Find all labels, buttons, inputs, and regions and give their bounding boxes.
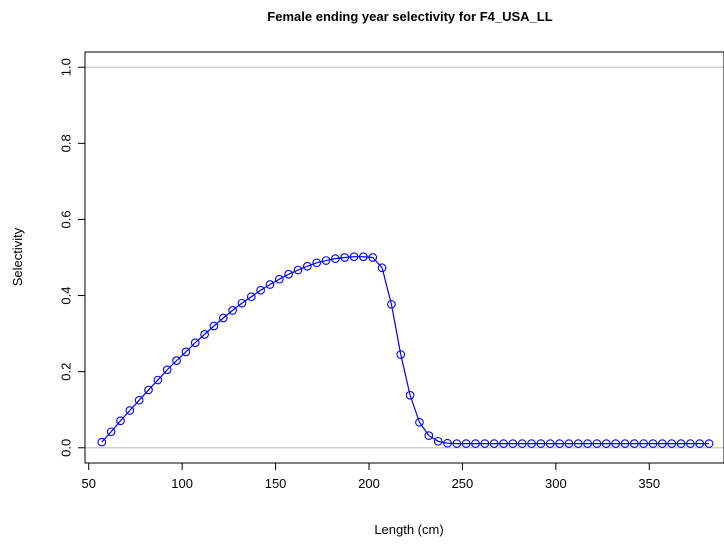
x-tick-label: 300 bbox=[545, 476, 567, 491]
data-point bbox=[359, 252, 368, 262]
data-point bbox=[695, 439, 705, 448]
data-point bbox=[499, 439, 508, 448]
data-point bbox=[648, 439, 658, 448]
y-tick-label: 1.0 bbox=[59, 58, 74, 76]
data-point bbox=[172, 356, 181, 365]
data-point bbox=[676, 439, 686, 448]
data-point bbox=[116, 416, 125, 426]
data-point bbox=[256, 285, 265, 295]
data-point bbox=[639, 439, 649, 448]
data-point bbox=[190, 338, 200, 348]
data-point bbox=[387, 299, 396, 309]
data-point bbox=[134, 395, 144, 405]
data-point bbox=[284, 269, 294, 279]
data-point bbox=[153, 375, 163, 385]
data-point bbox=[620, 439, 630, 448]
data-point bbox=[396, 350, 406, 359]
data-point bbox=[237, 298, 247, 308]
data-point bbox=[97, 437, 107, 447]
data-point bbox=[302, 261, 312, 271]
y-tick-label: 0.6 bbox=[59, 210, 74, 228]
data-point bbox=[424, 431, 434, 440]
data-point bbox=[162, 365, 172, 375]
plot-frame bbox=[84, 51, 724, 464]
data-point bbox=[405, 390, 415, 400]
selectivity-series bbox=[97, 252, 714, 448]
data-point bbox=[218, 313, 228, 323]
y-tick-label: 0.0 bbox=[59, 439, 74, 457]
data-point bbox=[508, 439, 518, 448]
data-point bbox=[106, 427, 116, 437]
data-point bbox=[144, 385, 153, 395]
y-axis: 0.0 0.2 0.4 0.6 0.8 1.0 bbox=[59, 58, 86, 457]
data-point bbox=[209, 321, 219, 331]
data-point bbox=[331, 254, 340, 263]
x-tick-label: 200 bbox=[358, 476, 380, 491]
x-axis-label: Length (cm) bbox=[374, 522, 443, 537]
data-point bbox=[443, 438, 452, 448]
data-point bbox=[536, 439, 546, 448]
data-point bbox=[564, 439, 574, 448]
reference-lines bbox=[85, 66, 724, 449]
x-tick-label: 100 bbox=[171, 476, 193, 491]
data-point bbox=[573, 439, 583, 448]
data-point bbox=[433, 436, 443, 446]
x-tick-label: 50 bbox=[82, 476, 96, 491]
data-point bbox=[181, 347, 191, 357]
data-point bbox=[125, 406, 135, 415]
data-point bbox=[480, 439, 490, 448]
data-point bbox=[704, 439, 714, 448]
data-point bbox=[377, 263, 387, 273]
y-tick-label: 0.8 bbox=[59, 134, 74, 152]
y-tick-label: 0.4 bbox=[59, 287, 74, 305]
data-point bbox=[368, 253, 378, 262]
data-point bbox=[629, 439, 639, 448]
data-point bbox=[246, 292, 256, 302]
data-point bbox=[321, 256, 331, 265]
data-point bbox=[517, 439, 527, 448]
data-point bbox=[265, 280, 275, 289]
data-point bbox=[657, 439, 667, 448]
data-point bbox=[312, 258, 322, 268]
x-tick-label: 150 bbox=[265, 476, 287, 491]
x-tick-label: 250 bbox=[452, 476, 474, 491]
data-point bbox=[686, 439, 695, 448]
data-point bbox=[555, 439, 564, 448]
data-point bbox=[340, 253, 350, 262]
data-point bbox=[293, 265, 303, 275]
data-point bbox=[592, 439, 602, 448]
data-point bbox=[489, 439, 499, 448]
data-point bbox=[527, 439, 536, 448]
data-point bbox=[545, 439, 555, 448]
data-point bbox=[415, 417, 424, 427]
y-axis-label: Selectivity bbox=[10, 227, 25, 286]
series-line bbox=[101, 256, 710, 445]
data-point bbox=[274, 274, 284, 284]
data-point bbox=[601, 439, 611, 448]
data-point bbox=[611, 439, 620, 448]
data-point bbox=[583, 439, 592, 448]
data-point bbox=[200, 330, 209, 339]
data-point bbox=[228, 306, 237, 315]
y-tick-label: 0.2 bbox=[59, 363, 74, 381]
x-tick-label: 350 bbox=[638, 476, 660, 491]
x-axis: 50 100 150 200 250 300 350 bbox=[82, 462, 660, 491]
data-point bbox=[349, 252, 359, 262]
chart-title: Female ending year selectivity for F4_US… bbox=[267, 9, 552, 24]
data-point bbox=[452, 439, 462, 448]
data-point bbox=[471, 439, 480, 448]
data-point bbox=[461, 439, 471, 448]
data-point bbox=[667, 439, 677, 448]
